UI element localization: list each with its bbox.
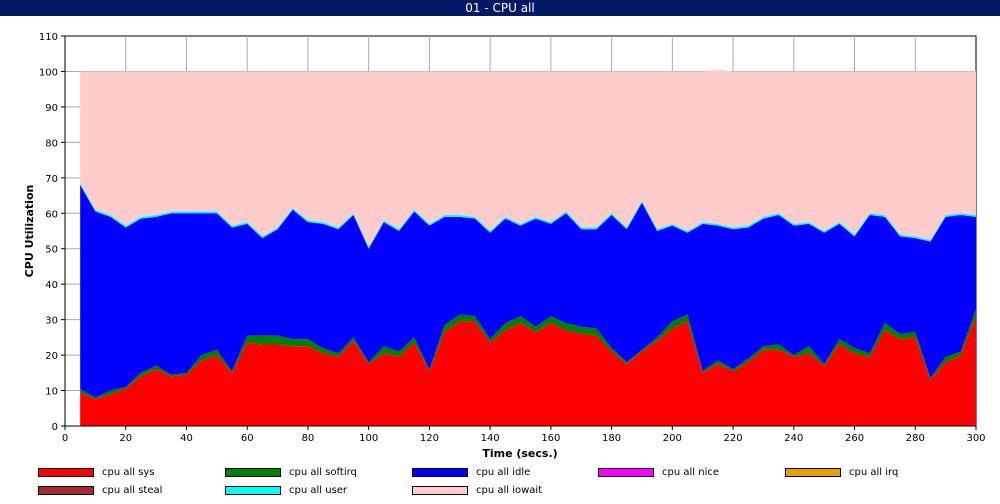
legend-label: cpu all softirq xyxy=(289,466,357,478)
legend-item-cpu-all-steal: cpu all steal xyxy=(38,482,162,498)
x-tick-label: 80 xyxy=(302,433,315,444)
x-tick-label: 160 xyxy=(541,433,560,444)
cpu-utilization-chart: 0 20 40 60 80 100 120 140 160 180 200 220 240 260 280 3… xyxy=(23,32,986,460)
x-tick-label: 200 xyxy=(663,433,682,444)
chart-legend: cpu all sys cpu all softirq cpu all idle cp… xyxy=(0,460,1000,504)
x-tick-label: 120 xyxy=(420,433,439,444)
x-tick-label: 220 xyxy=(724,433,743,444)
y-tick-label: 70 xyxy=(45,174,58,185)
area-cpu-all-sys xyxy=(80,316,977,426)
area-cpu-all-idle xyxy=(80,184,977,398)
legend-item-cpu-all-user: cpu all user xyxy=(225,482,347,498)
legend-label: cpu all idle xyxy=(476,466,531,478)
legend-swatch xyxy=(412,485,468,495)
legend-item-cpu-all-idle: cpu all idle xyxy=(412,464,530,480)
y-tick-label: 50 xyxy=(45,245,58,256)
x-axis-label: Time (secs.) xyxy=(482,447,557,460)
y-tick-label: 0 xyxy=(52,422,58,433)
legend-label: cpu all sys xyxy=(102,466,155,478)
chart-window-title: 01 - CPU all xyxy=(0,0,1000,16)
x-tick-label: 0 xyxy=(62,433,68,444)
x-tick-label: 20 xyxy=(119,433,132,444)
legend-item-cpu-all-softirq: cpu all softirq xyxy=(225,464,357,480)
axes: 0 20 40 60 80 100 120 140 160 180 200 220 240 260 280 3… xyxy=(39,32,986,444)
legend-item-cpu-all-sys: cpu all sys xyxy=(38,464,155,480)
x-tick-label: 60 xyxy=(241,433,254,444)
y-tick-label: 20 xyxy=(45,351,58,362)
area-cpu-all-softirq xyxy=(80,309,977,400)
legend-swatch xyxy=(38,467,94,477)
y-tick-label: 30 xyxy=(45,316,58,327)
x-tick-label: 100 xyxy=(359,433,378,444)
legend-swatch xyxy=(38,485,94,495)
legend-item-cpu-all-iowait: cpu all iowait xyxy=(412,482,542,498)
y-tick-label: 80 xyxy=(45,138,58,149)
x-tick-label: 300 xyxy=(966,433,985,444)
y-axis-label: CPU Utilization xyxy=(23,185,36,278)
x-tick-label: 140 xyxy=(481,433,500,444)
x-tick-label: 260 xyxy=(845,433,864,444)
legend-label: cpu all user xyxy=(289,484,348,496)
y-tick-label: 90 xyxy=(45,103,58,114)
y-tick-label: 40 xyxy=(45,280,58,291)
legend-swatch xyxy=(785,467,841,477)
legend-label: cpu all steal xyxy=(102,484,163,496)
legend-item-cpu-all-irq: cpu all irq xyxy=(785,464,898,480)
area-cpu-all-iowait xyxy=(80,69,977,247)
legend-swatch xyxy=(412,467,468,477)
legend-label: cpu all iowait xyxy=(476,484,543,496)
x-tick-label: 180 xyxy=(602,433,621,444)
y-tick-label: 60 xyxy=(45,209,58,220)
y-tick-label: 110 xyxy=(39,32,58,43)
legend-label: cpu all nice xyxy=(662,466,719,478)
x-tick-label: 40 xyxy=(180,433,193,444)
legend-swatch xyxy=(225,485,281,495)
x-tick-label: 240 xyxy=(784,433,803,444)
y-tick-label: 10 xyxy=(45,387,58,398)
legend-item-cpu-all-nice: cpu all nice xyxy=(598,464,719,480)
legend-label: cpu all irq xyxy=(849,466,899,478)
y-tick-label: 100 xyxy=(39,67,58,78)
x-tick-label: 280 xyxy=(906,433,925,444)
legend-swatch xyxy=(225,467,281,477)
legend-swatch xyxy=(598,467,654,477)
stacked-areas xyxy=(80,69,977,426)
